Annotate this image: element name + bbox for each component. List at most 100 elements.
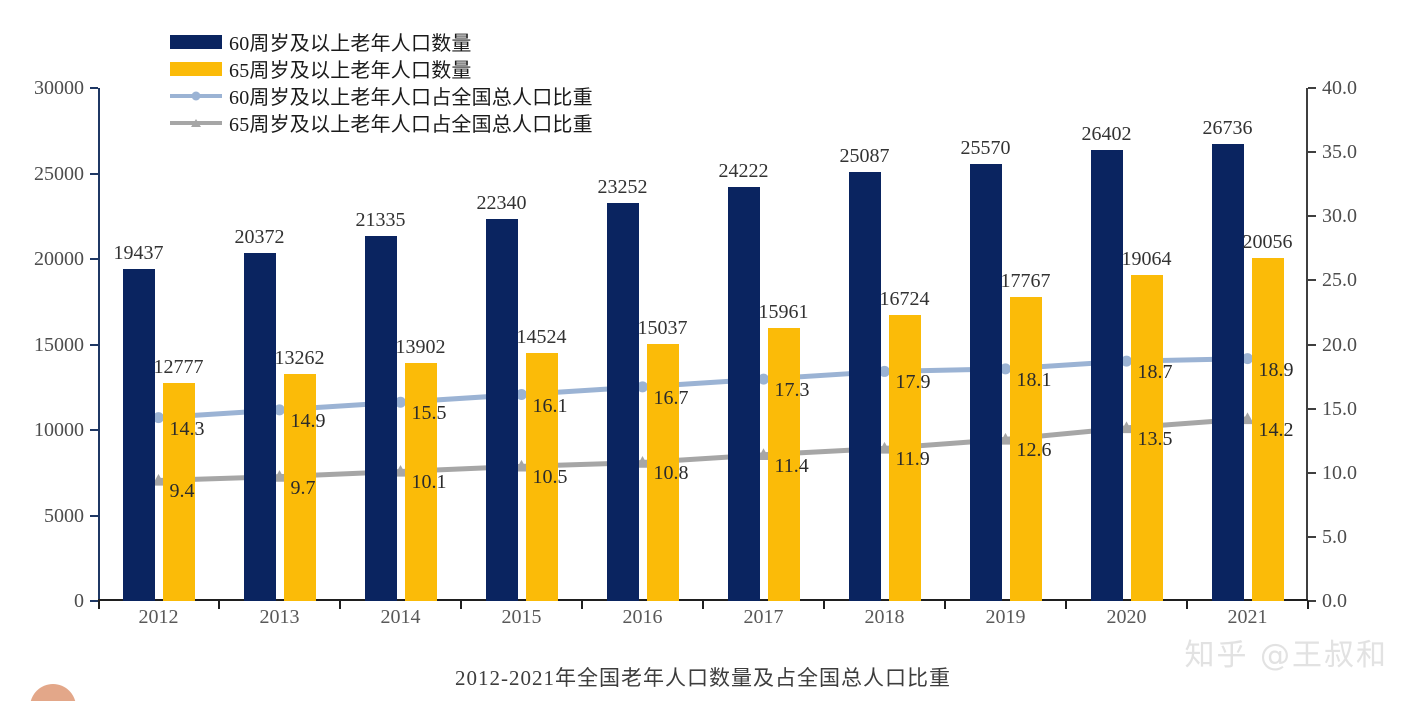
line-value-label: 16.1 [532, 394, 568, 417]
y-axis-left-tick [90, 429, 98, 431]
x-axis-tick [218, 601, 220, 609]
line-value-label: 15.5 [411, 402, 447, 425]
y-axis-right-tick [1308, 471, 1316, 474]
bar-value-label: 19437 [113, 241, 164, 264]
y-axis-left-tick [90, 87, 98, 89]
bar-65plus [162, 382, 195, 601]
line-value-label: 18.7 [1137, 361, 1173, 384]
bar-value-label: 22340 [476, 191, 527, 214]
bar-value-label: 21335 [355, 209, 406, 232]
chart-legend: 60周岁及以上老年人口数量 65周岁及以上老年人口数量 60周岁及以上老年人口占… [170, 28, 640, 136]
bar-value-label: 17767 [1000, 270, 1051, 293]
x-axis-tick [1307, 601, 1309, 609]
chart-title: 2012-2021年全国老年人口数量及占全国总人口比重 [455, 666, 951, 690]
y-axis-left-tick [90, 600, 98, 602]
bar-value-label: 14524 [516, 325, 567, 348]
y-axis-left-tick [90, 514, 98, 517]
x-axis-tick-label: 2020 [1106, 606, 1147, 628]
bar-65plus [1130, 275, 1163, 601]
legend-item-60-count: 60周岁及以上老年人口数量 [170, 28, 640, 55]
x-axis-tick [1186, 601, 1188, 609]
line-series-overlay [152, 353, 1254, 486]
watermark: 知乎 @王叔和 [1184, 638, 1388, 673]
y-axis-left-tick-label: 25000 [34, 162, 84, 185]
x-axis-tick [98, 601, 100, 609]
bar-60plus [727, 186, 760, 601]
legend-line-triangle-icon [170, 116, 222, 130]
bar-65plus [646, 343, 679, 601]
y-axis-right-tick-label: 20.0 [1322, 333, 1357, 356]
bar-value-label: 20372 [234, 225, 285, 248]
y-axis-right-tick [1308, 343, 1316, 346]
x-axis-tick [460, 601, 462, 609]
x-axis-tick [1065, 601, 1067, 609]
x-axis [98, 599, 1308, 601]
legend-line-circle-icon [170, 89, 222, 103]
bar-60plus [969, 163, 1002, 601]
bar-value-label: 16724 [879, 288, 930, 311]
bar-65plus [1009, 297, 1042, 601]
y-axis-left-tick [90, 343, 98, 346]
y-axis-right-tick-label: 35.0 [1322, 141, 1357, 164]
line-value-label: 14.3 [169, 417, 205, 440]
y-axis-right-tick [1308, 535, 1316, 538]
legend-item-65-count: 65周岁及以上老年人口数量 [170, 55, 640, 82]
bar-60plus [485, 219, 518, 601]
x-axis-tick-label: 2013 [259, 606, 300, 628]
bar-value-label: 20056 [1242, 231, 1293, 254]
legend-label-60-count: 60周岁及以上老年人口数量 [229, 33, 472, 55]
legend-item-65-share: 65周岁及以上老年人口占全国总人口比重 [170, 109, 640, 136]
plot-area: 0 5000 10000 15000 20000 25000 30000 0.0 5.0 10.0… [34, 78, 1357, 628]
line-value-label: 14.2 [1258, 418, 1294, 441]
bar-60plus [848, 172, 881, 601]
x-axis-tick [702, 601, 704, 609]
y-axis-right-tick-label: 10.0 [1322, 461, 1357, 484]
y-axis-right-tick-label: 5.0 [1322, 525, 1347, 548]
bar-60plus [364, 236, 397, 601]
bar-value-label: 23252 [597, 176, 648, 199]
line-value-label: 11.4 [774, 454, 809, 477]
bar-value-label: 26736 [1202, 116, 1253, 139]
y-axis-left-tick [90, 258, 98, 260]
line-value-label: 9.7 [290, 476, 316, 499]
x-axis-tick-label: 2015 [501, 606, 542, 628]
y-axis-right-tick [1308, 215, 1316, 218]
x-axis-tick-label: 2014 [380, 606, 421, 628]
y-axis-right-tick [1308, 279, 1316, 282]
x-axis-tick-label: 2016 [622, 606, 663, 628]
bar-value-label: 25087 [839, 145, 890, 167]
x-axis-tick-label: 2021 [1227, 606, 1268, 628]
decorative-blob [30, 684, 76, 701]
y-axis-right-tick-label: 0.0 [1322, 590, 1347, 612]
line-value-label: 10.1 [411, 471, 447, 494]
legend-swatch-gold [170, 61, 222, 76]
line-value-label: 17.9 [895, 371, 931, 394]
line-value-label: 17.3 [774, 379, 810, 402]
x-axis-tick-label: 2018 [864, 606, 905, 628]
bar-65plus [525, 352, 558, 601]
bar-60plus [606, 203, 639, 601]
legend-label-65-count: 65周岁及以上老年人口数量 [229, 60, 472, 82]
legend-label-60-share: 60周岁及以上老年人口占全国总人口比重 [229, 87, 593, 109]
x-axis-tick [944, 601, 946, 609]
bar-65plus [888, 315, 921, 601]
y-axis-left-tick-label: 10000 [34, 419, 84, 441]
y-axis-left-tick [90, 172, 98, 175]
y-axis-left-tick-label: 0 [74, 590, 84, 612]
line-value-label: 16.7 [653, 386, 689, 409]
line-value-label: 9.4 [169, 480, 195, 503]
bar-value-label: 19064 [1121, 248, 1172, 270]
x-axis-tick [339, 601, 341, 609]
y-axis-right-tick [1308, 407, 1316, 410]
line-value-label: 13.5 [1137, 427, 1173, 450]
y-axis-right-tick [1308, 151, 1316, 154]
bar-value-label: 13262 [274, 347, 325, 370]
bar-value-label: 25570 [960, 136, 1011, 159]
x-axis-tick [823, 601, 825, 609]
line-value-label: 11.9 [895, 448, 930, 471]
bar-65plus [767, 328, 800, 601]
y-axis-right-tick-label: 30.0 [1322, 205, 1357, 228]
line-value-label: 12.6 [1016, 439, 1052, 462]
y-axis-left [98, 88, 100, 601]
